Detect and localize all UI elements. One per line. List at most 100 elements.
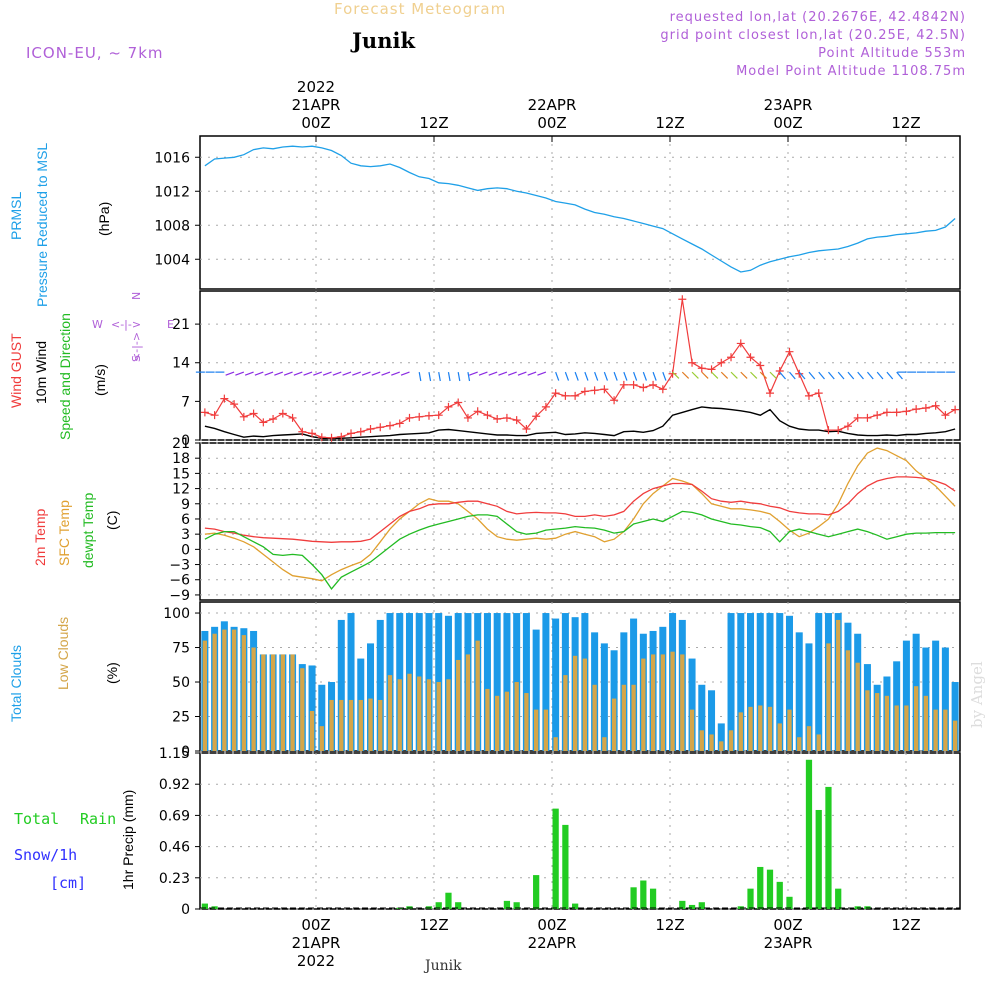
- wind-direction-arrow: [467, 372, 471, 382]
- wind-gust-point: [366, 424, 375, 433]
- wind-gust-point: [415, 412, 424, 421]
- compass-east: E: [167, 318, 174, 331]
- low-clouds-bar: [465, 654, 471, 751]
- precip-rain-label: Rain: [80, 810, 117, 828]
- low-clouds-bar: [524, 693, 529, 751]
- wind-direction-arrow: [701, 371, 709, 379]
- panel-frame-3: [199, 601, 961, 752]
- rain-bar: [455, 902, 462, 909]
- wind-direction-arrow: [322, 371, 332, 376]
- total-clouds-bar: [805, 643, 813, 751]
- temperature-tick-label: −6: [169, 573, 190, 589]
- wind-gust-point: [386, 421, 394, 430]
- rain-bar: [572, 903, 579, 909]
- rain-bar: [513, 902, 520, 909]
- low-clouds-bar: [728, 730, 734, 751]
- bottom-tick-label: 00Z: [537, 916, 566, 934]
- low-clouds-bar: [426, 679, 432, 751]
- low-clouds-bar: [670, 651, 675, 751]
- precip-tick-label: 0.23: [159, 871, 190, 887]
- wind-gust-point: [454, 398, 463, 407]
- precip-total-label: Total: [14, 810, 60, 828]
- wind-direction-arrow: [478, 371, 488, 376]
- low-clouds-bar: [689, 709, 695, 751]
- low-clouds-bar: [534, 709, 539, 751]
- wind-gust-point: [688, 358, 697, 367]
- wind-gust-point: [775, 367, 784, 376]
- low-clouds-bar: [836, 619, 841, 751]
- wind-direction-arrow: [352, 371, 361, 376]
- rain-bar: [815, 809, 822, 909]
- top-tick-label: 00Z: [773, 114, 802, 132]
- top-tick-label: 12Z: [891, 114, 920, 132]
- temperature-tick-label: 6: [181, 512, 190, 528]
- wind-gust-point: [337, 432, 346, 441]
- low-clouds-bar: [660, 654, 665, 751]
- pressure-tick-label: 1008: [154, 218, 190, 234]
- total-clouds-bar: [756, 613, 764, 751]
- wind-direction-arrow: [594, 371, 599, 381]
- precip-tick-label: 0.69: [159, 808, 190, 824]
- low-clouds-bar: [348, 699, 354, 751]
- compass-west: W: [92, 318, 103, 331]
- panel-frame-4: [199, 752, 961, 910]
- low-clouds-bar: [202, 640, 208, 751]
- wind-direction-arrow: [866, 371, 874, 380]
- wind-gust-point: [804, 391, 813, 400]
- low-clouds-bar: [407, 673, 412, 751]
- rain-bar: [445, 892, 452, 909]
- wind-direction-arrow: [681, 371, 690, 379]
- low-clouds-bar: [884, 695, 890, 751]
- wind-direction-arrow: [264, 371, 274, 376]
- precip-tick-label: 0.46: [159, 840, 190, 856]
- low-clouds-bar: [933, 709, 938, 751]
- total-clouds-bar: [532, 629, 540, 751]
- low-clouds-bar: [952, 720, 958, 751]
- bottom-tick-date: 21APR: [292, 934, 341, 952]
- wind-gust-point: [444, 402, 453, 411]
- wind-gust-point: [863, 413, 872, 422]
- wind-gust-point: [873, 411, 882, 420]
- wind-gust-point: [376, 423, 385, 432]
- wind-gust-point: [912, 405, 921, 414]
- wind-gust-point: [395, 419, 404, 428]
- wind-gust-point: [347, 429, 356, 438]
- low-clouds-bar: [290, 654, 295, 751]
- rain-bar: [698, 902, 705, 909]
- low-clouds-bar: [339, 699, 344, 751]
- bottom-tick-date: 23APR: [764, 934, 813, 952]
- total-clouds-bar: [318, 684, 326, 751]
- wind-direction-arrow: [750, 371, 758, 379]
- low-clouds-bar: [709, 734, 714, 751]
- wind-direction-arrow: [537, 371, 547, 376]
- low-clouds-bar: [914, 686, 919, 751]
- grid-point-coords: grid point closest lon,lat (20.25E, 42.5…: [660, 28, 966, 43]
- wind-direction-arrow: [508, 371, 517, 376]
- wind-gust-point: [736, 339, 745, 348]
- wind-gust-point: [434, 411, 443, 420]
- temperature-tick-label: −9: [169, 588, 190, 604]
- low-clouds-bar: [699, 730, 704, 751]
- wind-gust-point: [590, 386, 599, 395]
- wind-gust-point: [658, 385, 667, 394]
- wind-direction-arrow: [789, 371, 796, 380]
- top-tick-year: 2022: [297, 78, 335, 96]
- wind-direction-arrow: [488, 371, 498, 376]
- wind-direction-arrow: [886, 371, 894, 380]
- rain-bar: [503, 900, 511, 909]
- top-tick-label: 00Z: [537, 114, 566, 132]
- total-clouds-bar: [717, 723, 725, 751]
- wind-gust-point: [230, 400, 239, 409]
- wind-direction-arrow: [759, 371, 768, 379]
- top-tick-date: 22APR: [528, 96, 577, 114]
- low-clouds-bar: [641, 658, 646, 751]
- wind-gust-point: [239, 412, 248, 421]
- low-clouds-bar: [748, 706, 753, 751]
- wind-gust-line: [204, 299, 956, 439]
- top-tick-label: 12Z: [655, 114, 684, 132]
- wind-direction-arrow: [391, 371, 400, 376]
- total-clouds-bar: [367, 643, 375, 751]
- wind-tick-label: 0: [181, 433, 190, 449]
- point-altitude: Point Altitude 553m: [818, 46, 966, 61]
- total-clouds-bar: [941, 647, 949, 751]
